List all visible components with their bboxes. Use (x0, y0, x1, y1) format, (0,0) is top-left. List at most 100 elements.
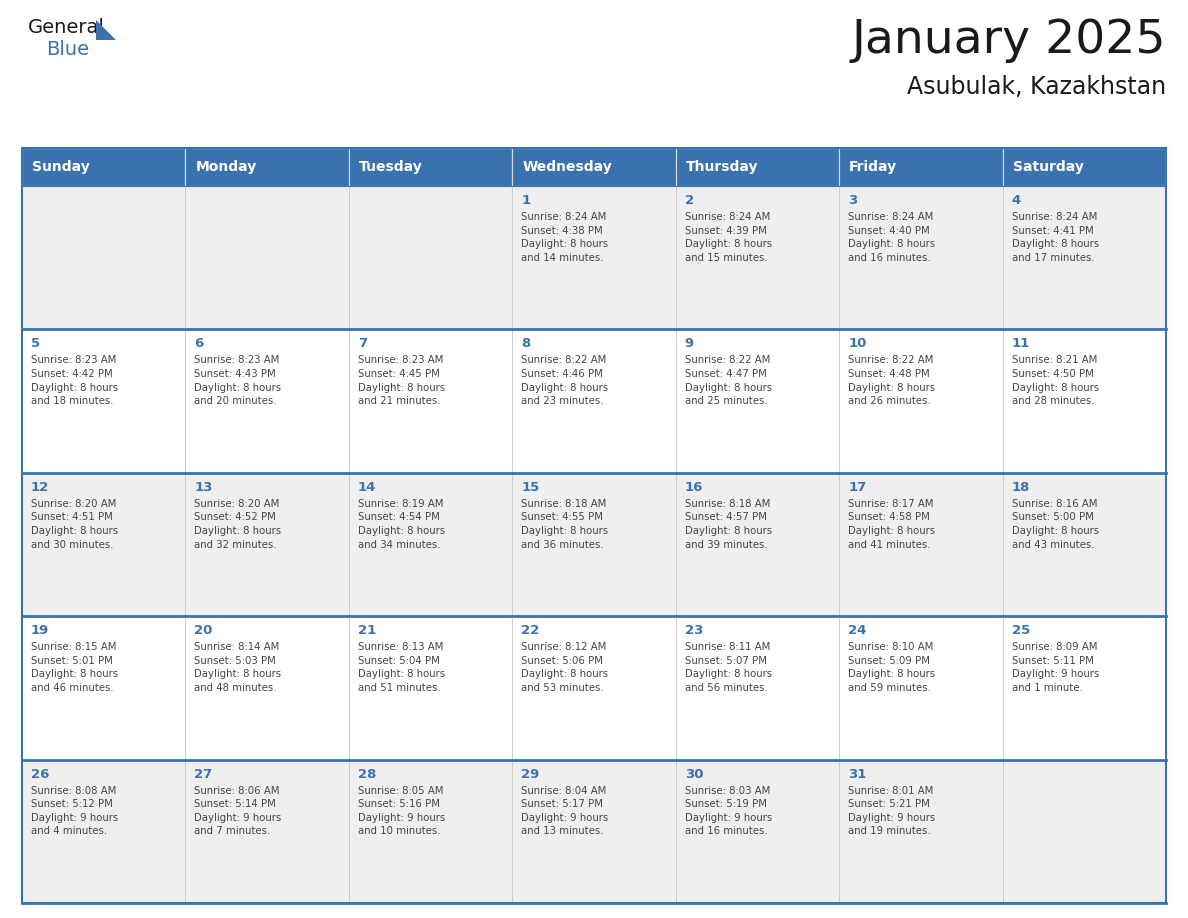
Bar (185, 759, 349, 903)
Bar (1003, 330, 1165, 473)
Text: 30: 30 (684, 767, 703, 780)
Text: Sunrise: 8:06 AM
Sunset: 5:14 PM
Daylight: 9 hours
and 7 minutes.: Sunrise: 8:06 AM Sunset: 5:14 PM Dayligh… (195, 786, 282, 836)
Text: Blue: Blue (46, 40, 89, 59)
Text: 26: 26 (31, 767, 50, 780)
Bar (349, 148, 512, 186)
Text: 12: 12 (31, 481, 49, 494)
Text: 3: 3 (848, 194, 858, 207)
Text: Sunrise: 8:11 AM
Sunset: 5:07 PM
Daylight: 8 hours
and 56 minutes.: Sunrise: 8:11 AM Sunset: 5:07 PM Dayligh… (684, 643, 772, 693)
Bar (23, 186, 185, 330)
Text: 9: 9 (684, 338, 694, 351)
Bar (676, 616, 839, 759)
Text: 24: 24 (848, 624, 866, 637)
Bar (676, 473, 839, 616)
Bar (185, 148, 349, 186)
Bar (839, 473, 1003, 616)
Bar (23, 616, 185, 759)
Bar (676, 330, 839, 473)
Bar (349, 759, 512, 903)
Text: 1: 1 (522, 194, 530, 207)
Text: Sunrise: 8:24 AM
Sunset: 4:40 PM
Daylight: 8 hours
and 16 minutes.: Sunrise: 8:24 AM Sunset: 4:40 PM Dayligh… (848, 212, 935, 263)
Text: Sunrise: 8:24 AM
Sunset: 4:38 PM
Daylight: 8 hours
and 14 minutes.: Sunrise: 8:24 AM Sunset: 4:38 PM Dayligh… (522, 212, 608, 263)
Text: Sunrise: 8:05 AM
Sunset: 5:16 PM
Daylight: 9 hours
and 10 minutes.: Sunrise: 8:05 AM Sunset: 5:16 PM Dayligh… (358, 786, 446, 836)
Bar (839, 330, 1003, 473)
Text: Sunrise: 8:20 AM
Sunset: 4:52 PM
Daylight: 8 hours
and 32 minutes.: Sunrise: 8:20 AM Sunset: 4:52 PM Dayligh… (195, 498, 282, 550)
Text: 27: 27 (195, 767, 213, 780)
Bar (1003, 616, 1165, 759)
Bar (1003, 759, 1165, 903)
Bar (512, 330, 676, 473)
Polygon shape (96, 20, 116, 40)
Text: Tuesday: Tuesday (359, 160, 423, 174)
Text: 5: 5 (31, 338, 40, 351)
Bar (185, 186, 349, 330)
Text: Sunrise: 8:09 AM
Sunset: 5:11 PM
Daylight: 9 hours
and 1 minute.: Sunrise: 8:09 AM Sunset: 5:11 PM Dayligh… (1011, 643, 1099, 693)
Text: Sunrise: 8:24 AM
Sunset: 4:39 PM
Daylight: 8 hours
and 15 minutes.: Sunrise: 8:24 AM Sunset: 4:39 PM Dayligh… (684, 212, 772, 263)
Text: 16: 16 (684, 481, 703, 494)
Text: Sunrise: 8:13 AM
Sunset: 5:04 PM
Daylight: 8 hours
and 51 minutes.: Sunrise: 8:13 AM Sunset: 5:04 PM Dayligh… (358, 643, 446, 693)
Bar (512, 616, 676, 759)
Text: Sunrise: 8:24 AM
Sunset: 4:41 PM
Daylight: 8 hours
and 17 minutes.: Sunrise: 8:24 AM Sunset: 4:41 PM Dayligh… (1011, 212, 1099, 263)
Text: Sunrise: 8:22 AM
Sunset: 4:47 PM
Daylight: 8 hours
and 25 minutes.: Sunrise: 8:22 AM Sunset: 4:47 PM Dayligh… (684, 355, 772, 406)
Bar (676, 759, 839, 903)
Text: Sunrise: 8:10 AM
Sunset: 5:09 PM
Daylight: 8 hours
and 59 minutes.: Sunrise: 8:10 AM Sunset: 5:09 PM Dayligh… (848, 643, 935, 693)
Bar (23, 759, 185, 903)
Text: 25: 25 (1011, 624, 1030, 637)
Text: Sunrise: 8:08 AM
Sunset: 5:12 PM
Daylight: 9 hours
and 4 minutes.: Sunrise: 8:08 AM Sunset: 5:12 PM Dayligh… (31, 786, 119, 836)
Bar (676, 148, 839, 186)
Bar (839, 616, 1003, 759)
Bar (23, 148, 1165, 903)
Text: Sunrise: 8:12 AM
Sunset: 5:06 PM
Daylight: 8 hours
and 53 minutes.: Sunrise: 8:12 AM Sunset: 5:06 PM Dayligh… (522, 643, 608, 693)
Bar (23, 148, 185, 186)
Text: General: General (29, 18, 105, 37)
Text: 29: 29 (522, 767, 539, 780)
Text: 10: 10 (848, 338, 866, 351)
Text: Wednesday: Wednesday (523, 160, 612, 174)
Text: Sunrise: 8:15 AM
Sunset: 5:01 PM
Daylight: 8 hours
and 46 minutes.: Sunrise: 8:15 AM Sunset: 5:01 PM Dayligh… (31, 643, 118, 693)
Text: Sunrise: 8:23 AM
Sunset: 4:45 PM
Daylight: 8 hours
and 21 minutes.: Sunrise: 8:23 AM Sunset: 4:45 PM Dayligh… (358, 355, 446, 406)
Text: 11: 11 (1011, 338, 1030, 351)
Text: 14: 14 (358, 481, 377, 494)
Text: Sunday: Sunday (32, 160, 90, 174)
Text: 23: 23 (684, 624, 703, 637)
Text: 2: 2 (684, 194, 694, 207)
Text: 13: 13 (195, 481, 213, 494)
Text: 4: 4 (1011, 194, 1020, 207)
Text: Sunrise: 8:18 AM
Sunset: 4:57 PM
Daylight: 8 hours
and 39 minutes.: Sunrise: 8:18 AM Sunset: 4:57 PM Dayligh… (684, 498, 772, 550)
Bar (676, 186, 839, 330)
Text: Sunrise: 8:23 AM
Sunset: 4:43 PM
Daylight: 8 hours
and 20 minutes.: Sunrise: 8:23 AM Sunset: 4:43 PM Dayligh… (195, 355, 282, 406)
Bar (512, 759, 676, 903)
Text: Thursday: Thursday (685, 160, 758, 174)
Bar (349, 616, 512, 759)
Text: Sunrise: 8:17 AM
Sunset: 4:58 PM
Daylight: 8 hours
and 41 minutes.: Sunrise: 8:17 AM Sunset: 4:58 PM Dayligh… (848, 498, 935, 550)
Text: 21: 21 (358, 624, 377, 637)
Bar (512, 473, 676, 616)
Bar (1003, 186, 1165, 330)
Text: Sunrise: 8:18 AM
Sunset: 4:55 PM
Daylight: 8 hours
and 36 minutes.: Sunrise: 8:18 AM Sunset: 4:55 PM Dayligh… (522, 498, 608, 550)
Text: Sunrise: 8:21 AM
Sunset: 4:50 PM
Daylight: 8 hours
and 28 minutes.: Sunrise: 8:21 AM Sunset: 4:50 PM Dayligh… (1011, 355, 1099, 406)
Bar (185, 473, 349, 616)
Bar (23, 473, 185, 616)
Bar (349, 473, 512, 616)
Bar (185, 330, 349, 473)
Text: Monday: Monday (196, 160, 257, 174)
Text: Sunrise: 8:19 AM
Sunset: 4:54 PM
Daylight: 8 hours
and 34 minutes.: Sunrise: 8:19 AM Sunset: 4:54 PM Dayligh… (358, 498, 446, 550)
Text: Sunrise: 8:14 AM
Sunset: 5:03 PM
Daylight: 8 hours
and 48 minutes.: Sunrise: 8:14 AM Sunset: 5:03 PM Dayligh… (195, 643, 282, 693)
Text: January 2025: January 2025 (852, 18, 1165, 63)
Bar (1003, 473, 1165, 616)
Text: 18: 18 (1011, 481, 1030, 494)
Bar (839, 186, 1003, 330)
Text: 6: 6 (195, 338, 203, 351)
Text: Sunrise: 8:16 AM
Sunset: 5:00 PM
Daylight: 8 hours
and 43 minutes.: Sunrise: 8:16 AM Sunset: 5:00 PM Dayligh… (1011, 498, 1099, 550)
Text: 20: 20 (195, 624, 213, 637)
Bar (512, 148, 676, 186)
Text: 7: 7 (358, 338, 367, 351)
Text: Saturday: Saturday (1012, 160, 1083, 174)
Text: Friday: Friday (849, 160, 897, 174)
Bar (839, 759, 1003, 903)
Text: Sunrise: 8:20 AM
Sunset: 4:51 PM
Daylight: 8 hours
and 30 minutes.: Sunrise: 8:20 AM Sunset: 4:51 PM Dayligh… (31, 498, 118, 550)
Bar (1003, 148, 1165, 186)
Bar (23, 330, 185, 473)
Bar (839, 148, 1003, 186)
Text: Sunrise: 8:03 AM
Sunset: 5:19 PM
Daylight: 9 hours
and 16 minutes.: Sunrise: 8:03 AM Sunset: 5:19 PM Dayligh… (684, 786, 772, 836)
